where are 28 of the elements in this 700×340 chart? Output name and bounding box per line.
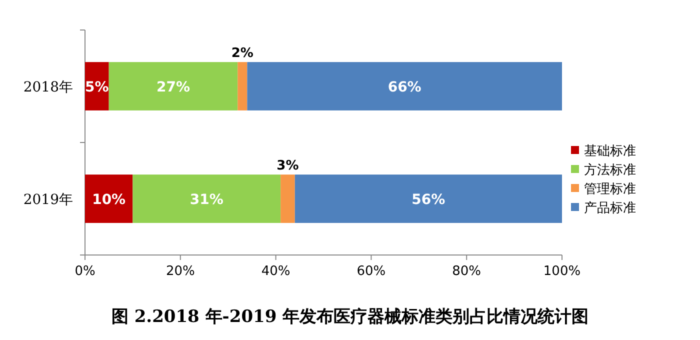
bar xyxy=(294,174,562,223)
data-label: 5% xyxy=(85,79,109,96)
data-label: 56% xyxy=(412,192,446,208)
y-tick-label: 2019年 xyxy=(23,192,73,208)
y-tick-label: 2018年 xyxy=(23,79,73,96)
x-tick-label: 60% xyxy=(356,264,386,279)
x-tick-label: 100% xyxy=(543,264,581,279)
bar xyxy=(108,62,238,110)
bar xyxy=(238,62,248,110)
legend-label: 方法标准 xyxy=(584,162,636,178)
bar xyxy=(132,174,281,223)
bar xyxy=(247,62,562,110)
x-tick-label: 0% xyxy=(74,264,96,279)
legend-label: 产品标准 xyxy=(584,201,636,216)
data-label: 27% xyxy=(156,79,190,96)
x-tick-label: 80% xyxy=(452,264,482,279)
data-label: 31% xyxy=(190,192,224,208)
legend-label: 基础标准 xyxy=(584,144,636,159)
text: 图 2.2018 年-2019 年发布医疗器械标准类别占比情况统计图 xyxy=(111,307,589,327)
data-label: 2% xyxy=(231,46,254,62)
bar xyxy=(280,174,295,223)
data-label: 3% xyxy=(276,158,299,174)
data-label: 10% xyxy=(92,192,126,208)
legend-label: 管理标准 xyxy=(584,182,636,197)
x-tick-label: 40% xyxy=(261,264,290,279)
data-label: 66% xyxy=(388,79,422,96)
bar xyxy=(85,174,133,223)
x-tick-label: 20% xyxy=(166,264,195,279)
